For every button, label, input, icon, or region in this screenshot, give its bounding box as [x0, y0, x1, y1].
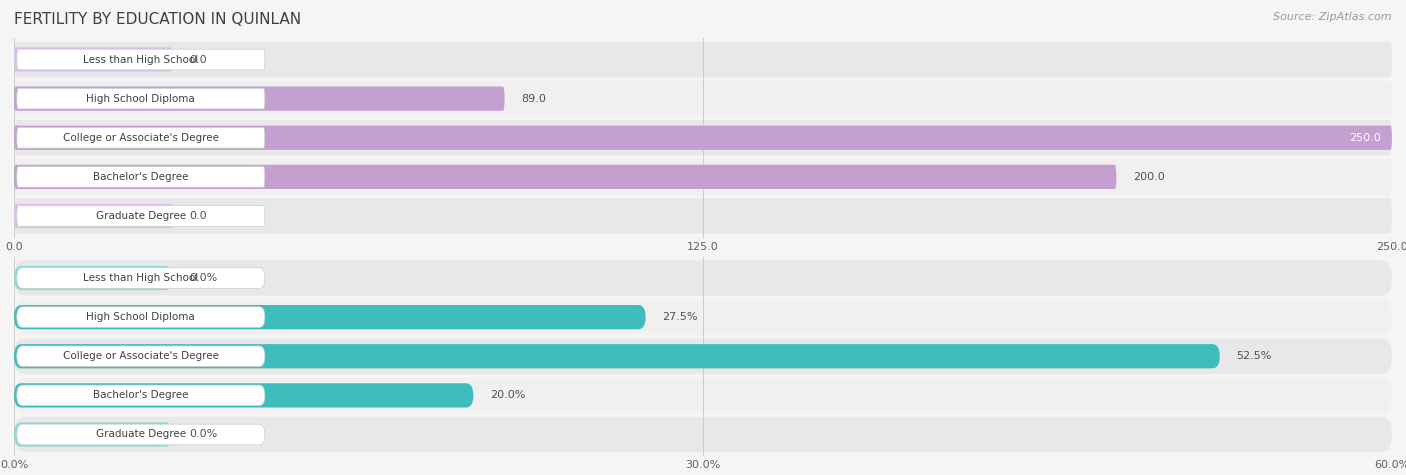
- FancyBboxPatch shape: [14, 165, 1116, 189]
- FancyBboxPatch shape: [14, 383, 474, 408]
- FancyBboxPatch shape: [14, 344, 1220, 369]
- FancyBboxPatch shape: [14, 378, 1392, 413]
- FancyBboxPatch shape: [17, 88, 264, 109]
- FancyBboxPatch shape: [14, 42, 1392, 77]
- FancyBboxPatch shape: [14, 48, 173, 72]
- FancyBboxPatch shape: [17, 206, 264, 226]
- Text: 0.0: 0.0: [188, 211, 207, 221]
- FancyBboxPatch shape: [14, 305, 645, 329]
- FancyBboxPatch shape: [14, 339, 1392, 374]
- FancyBboxPatch shape: [14, 204, 173, 228]
- FancyBboxPatch shape: [14, 422, 173, 446]
- Text: 52.5%: 52.5%: [1236, 351, 1271, 361]
- FancyBboxPatch shape: [14, 159, 1392, 194]
- FancyBboxPatch shape: [17, 127, 264, 148]
- FancyBboxPatch shape: [17, 346, 264, 367]
- FancyBboxPatch shape: [14, 125, 1392, 150]
- FancyBboxPatch shape: [14, 86, 505, 111]
- Text: Less than High School: Less than High School: [83, 273, 198, 283]
- FancyBboxPatch shape: [14, 300, 1392, 335]
- Text: High School Diploma: High School Diploma: [86, 312, 195, 322]
- Text: Graduate Degree: Graduate Degree: [96, 211, 186, 221]
- Text: Less than High School: Less than High School: [83, 55, 198, 65]
- Text: FERTILITY BY EDUCATION IN QUINLAN: FERTILITY BY EDUCATION IN QUINLAN: [14, 12, 301, 27]
- FancyBboxPatch shape: [14, 81, 1392, 116]
- Text: College or Associate's Degree: College or Associate's Degree: [63, 133, 219, 143]
- FancyBboxPatch shape: [17, 268, 264, 288]
- Text: College or Associate's Degree: College or Associate's Degree: [63, 351, 219, 361]
- FancyBboxPatch shape: [14, 266, 173, 290]
- Text: 27.5%: 27.5%: [662, 312, 697, 322]
- Text: 0.0: 0.0: [188, 55, 207, 65]
- FancyBboxPatch shape: [17, 167, 264, 187]
- FancyBboxPatch shape: [14, 417, 1392, 452]
- Text: Bachelor's Degree: Bachelor's Degree: [93, 390, 188, 400]
- Text: Graduate Degree: Graduate Degree: [96, 429, 186, 439]
- Text: 250.0: 250.0: [1350, 133, 1381, 143]
- Text: 0.0%: 0.0%: [188, 429, 218, 439]
- FancyBboxPatch shape: [17, 49, 264, 70]
- Text: 200.0: 200.0: [1133, 172, 1164, 182]
- FancyBboxPatch shape: [17, 424, 264, 445]
- Text: 0.0%: 0.0%: [188, 273, 218, 283]
- Text: 89.0: 89.0: [522, 94, 546, 104]
- FancyBboxPatch shape: [14, 260, 1392, 295]
- Text: Bachelor's Degree: Bachelor's Degree: [93, 172, 188, 182]
- FancyBboxPatch shape: [14, 120, 1392, 155]
- Text: High School Diploma: High School Diploma: [86, 94, 195, 104]
- FancyBboxPatch shape: [17, 385, 264, 406]
- Text: Source: ZipAtlas.com: Source: ZipAtlas.com: [1274, 12, 1392, 22]
- FancyBboxPatch shape: [17, 307, 264, 327]
- Text: 20.0%: 20.0%: [489, 390, 526, 400]
- FancyBboxPatch shape: [14, 199, 1392, 234]
